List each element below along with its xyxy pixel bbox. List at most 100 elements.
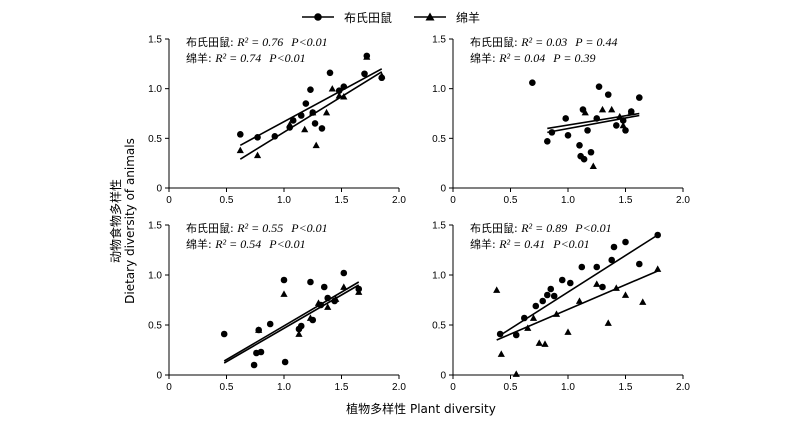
vole-point	[297, 322, 305, 330]
vole-point	[547, 285, 555, 293]
annotation-r2: R² = 0.74	[214, 51, 261, 65]
x-tick-label: 1.5	[335, 382, 349, 393]
vole-point	[636, 260, 643, 268]
vole-point	[512, 331, 520, 339]
x-tick-label: 0.5	[220, 382, 234, 393]
sheep-point	[363, 53, 371, 60]
annotation-prefix: 布氏田鼠:	[470, 221, 521, 235]
sheep-point	[598, 105, 607, 113]
y-tick-label: 0.5	[148, 134, 162, 145]
annotation-line: 布氏田鼠: R² = 0.89 P<0.01	[470, 221, 612, 235]
x-tick-label: 0	[166, 382, 172, 393]
vole-point	[521, 314, 528, 322]
y-tick-label: 0	[440, 371, 446, 382]
sheep-point	[654, 265, 662, 272]
sheep-point	[581, 108, 589, 116]
x-tick-label: 2.0	[392, 195, 406, 206]
x-tick-label: 1.0	[277, 195, 291, 206]
vole-point	[599, 283, 606, 291]
sheep-point	[535, 339, 543, 346]
sheep-fit-line	[496, 270, 659, 341]
sheep-point	[309, 108, 317, 116]
vole-point	[532, 302, 540, 310]
annotation-line: 布氏田鼠: R² = 0.55 P<0.01	[186, 221, 328, 235]
vole-point	[562, 115, 569, 122]
x-tick-label: 1.5	[619, 382, 633, 393]
annotation-p: P<0.01	[290, 35, 327, 49]
x-tick-label: 0.5	[504, 382, 518, 393]
sheep-point	[280, 290, 288, 297]
legend-sheep-marker	[425, 12, 435, 21]
y-tick-label: 1.5	[148, 35, 162, 46]
vole-point	[544, 138, 551, 145]
vole-fit-line	[223, 281, 360, 362]
sheep-point	[512, 370, 520, 377]
vole-point	[266, 320, 274, 328]
vole-point	[636, 94, 643, 101]
x-tick-label: 0.5	[220, 195, 234, 206]
x-tick-label: 1.0	[277, 382, 291, 393]
sheep-point	[497, 350, 505, 357]
sheep-point	[295, 330, 303, 337]
vole-point	[529, 79, 536, 87]
vole-point	[580, 155, 588, 163]
y-axis-label-cn: 动物食物多样性	[108, 179, 123, 263]
vole-point	[593, 263, 601, 271]
vole-point	[340, 269, 348, 277]
vole-point	[297, 112, 305, 119]
vole-point	[280, 276, 288, 284]
y-tick-label: 0	[156, 184, 162, 195]
sheep-point	[378, 72, 386, 79]
x-axis-label: 植物多样性 Plant diversity	[346, 401, 496, 416]
x-tick-label: 0	[450, 195, 456, 206]
annotation-line: 绵羊: R² = 0.54 P<0.01	[186, 237, 306, 251]
sheep-point	[306, 314, 315, 321]
y-axis-label-en: Dietary diversity of animals	[123, 138, 137, 304]
sheep-point	[524, 324, 532, 331]
vole-point	[340, 83, 348, 90]
annotation-p: P = 0.44	[574, 35, 617, 49]
y-tick-label: 1.5	[432, 221, 446, 232]
y-tick-label: 0	[156, 371, 162, 382]
x-tick-label: 0	[450, 382, 456, 393]
annotation-prefix: 布氏田鼠:	[186, 35, 237, 49]
annotation-r2: R² = 0.89	[520, 221, 567, 235]
sheep-point	[552, 310, 561, 317]
panel-bottom-right: 0 0.5 1.0 1.5 2.0 0 0.5 1.0 1.5 布氏田鼠: R² = 0.89 P<…	[432, 221, 690, 394]
vole-point	[622, 127, 629, 134]
sheep-point	[589, 162, 597, 170]
vole-point	[254, 134, 261, 141]
sheep-point	[322, 108, 331, 116]
annotation-line: 布氏田鼠: R² = 0.76 P<0.01	[186, 35, 328, 49]
vole-point	[578, 263, 586, 271]
x-tick-label: 2.0	[676, 195, 690, 206]
x-tick-label: 0.5	[504, 195, 518, 206]
annotation-line: 绵羊: R² = 0.41 P<0.01	[470, 237, 590, 251]
vole-point	[548, 129, 556, 136]
sheep-point	[608, 105, 616, 113]
annotation-p: P<0.01	[574, 221, 611, 235]
vole-point	[567, 279, 574, 287]
sheep-point	[541, 340, 549, 347]
vole-point	[587, 148, 595, 156]
annotation-prefix: 绵羊:	[186, 237, 215, 251]
legend: 布氏田鼠 绵羊	[302, 10, 480, 25]
sheep-point	[639, 298, 647, 305]
vole-point	[307, 278, 314, 286]
vole-point	[550, 292, 558, 300]
sheep-point	[328, 85, 336, 92]
vole-point	[289, 117, 297, 124]
legend-sheep-label: 绵羊	[456, 10, 480, 25]
y-tick-label: 1.5	[432, 35, 446, 46]
vole-point	[622, 238, 629, 246]
y-tick-label: 0.5	[432, 321, 446, 332]
y-tick-label: 1.5	[148, 221, 162, 232]
vole-point	[576, 141, 583, 149]
vole-point	[595, 83, 603, 90]
vole-point	[544, 291, 551, 299]
vole-point	[237, 131, 244, 138]
sheep-fit-line	[223, 284, 360, 364]
sheep-fit-line	[547, 112, 640, 130]
sheep-point	[627, 107, 635, 115]
